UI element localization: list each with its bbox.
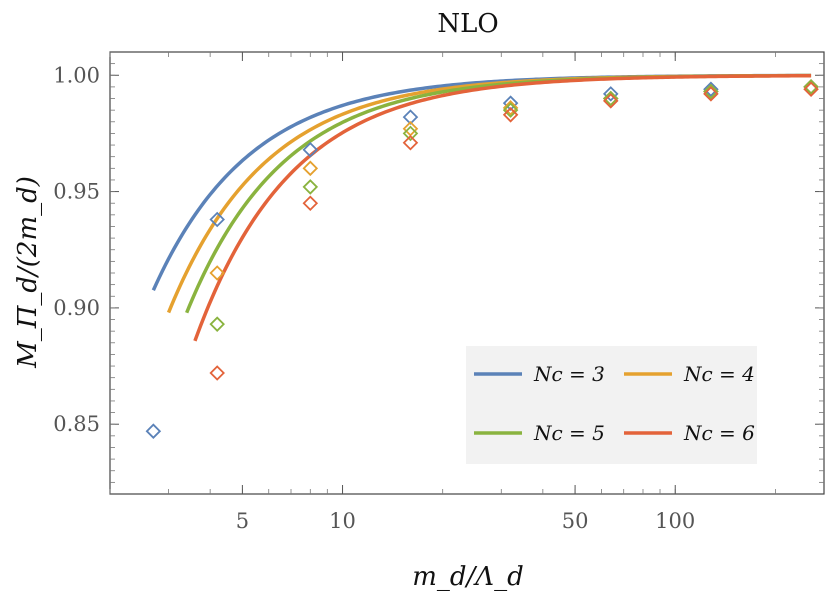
data-point-marker [703,86,719,102]
data-point-marker [502,102,519,118]
series-line-2 [185,73,812,314]
y-tick-label: 0.90 [53,296,100,320]
data-point-marker [502,107,519,123]
data-point-marker [402,109,419,125]
data-point-marker [502,100,519,116]
data-point-marker [803,79,819,95]
series-curves [151,73,812,342]
data-point-marker [703,83,719,100]
y-tick-label: 1.00 [53,63,100,87]
chart-title: NLO [437,9,498,39]
axis-ticks: 0.85 0.90 0.95 1.00 5 10 50 100 [53,52,824,533]
data-point-marker [302,179,319,195]
series-line-0 [151,73,812,291]
data-point-marker [602,90,619,107]
y-axis-label: M_Π_d/(2m_d) [13,176,43,369]
data-point-marker [209,316,225,332]
legend: Nc = 3 Nc = 4 Nc = 5 Nc = 6 [466,346,757,464]
series-line-3 [193,73,812,342]
data-point-marker [209,211,225,228]
data-point-marker [703,81,719,97]
data-point-marker [145,423,162,439]
data-point-marker [302,141,319,158]
legend-box [466,346,757,464]
y-tick-label: 0.95 [53,180,100,204]
data-point-marker [302,160,319,177]
data-point-marker [209,365,225,381]
data-point-marker [602,93,619,109]
y-tick-label: 0.85 [53,412,100,436]
legend-label-nc3: Nc = 3 [533,362,605,386]
data-point-marker [402,134,419,151]
x-tick-label: 100 [655,509,695,533]
data-point-marker [803,81,819,97]
x-tick-label: 5 [236,509,249,533]
data-point-marker [209,265,225,281]
data-point-marker [502,95,519,111]
data-point-marker [402,125,419,142]
legend-label-nc5: Nc = 5 [533,421,605,445]
legend-label-nc4: Nc = 4 [683,362,755,386]
x-tick-label: 10 [329,509,356,533]
x-axis-label: m_d/Λ_d [412,562,523,592]
data-point-marker [602,86,619,102]
series-line-1 [166,73,812,314]
series-markers [145,79,819,439]
legend-label-nc6: Nc = 6 [683,421,755,445]
data-point-marker [302,195,319,211]
x-tick-label: 50 [562,509,589,533]
